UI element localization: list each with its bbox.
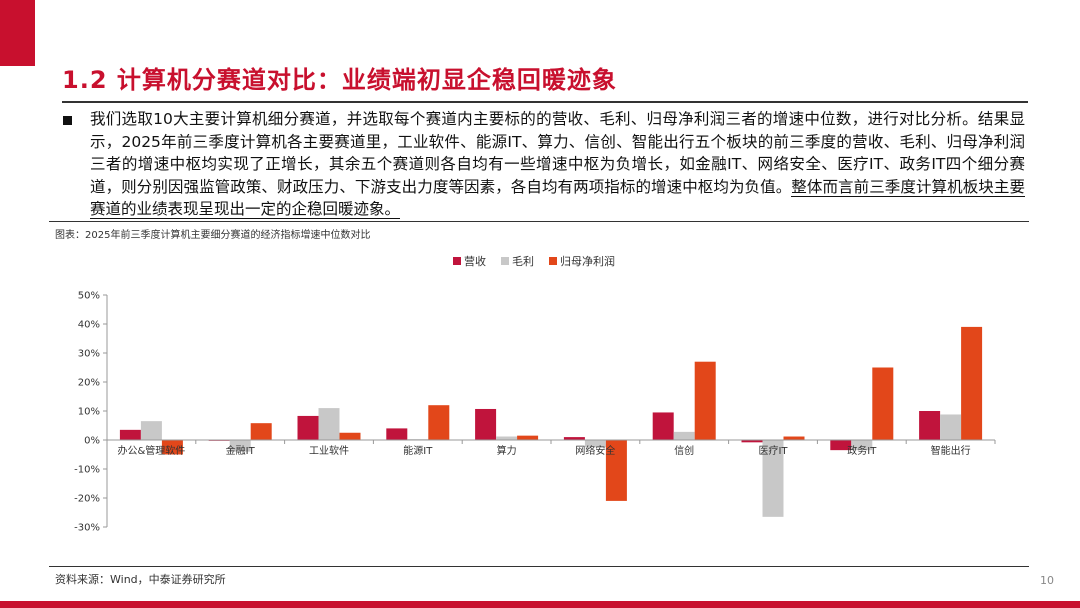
x-tick-label: 能源IT xyxy=(403,444,433,457)
bar-营收 xyxy=(652,412,674,440)
body-paragraph: 我们选取10大主要计算机细分赛道，并选取每个赛道内主要标的的营收、毛利、归母净利… xyxy=(90,108,1025,221)
bar-营收 xyxy=(386,428,408,440)
bar-chart: -30% -20% -10% 0% 10% 20% 30% 40% 50% 办公&管理软件 金融IT… xyxy=(74,254,996,534)
bar-营收 xyxy=(563,437,585,440)
x-tick-label: 网络安全 xyxy=(575,444,615,457)
slide-title: 1.2 计算机分赛道对比：业绩端初显企稳回暖迹象 xyxy=(62,66,617,94)
legend-swatch xyxy=(453,257,461,265)
bar-归母净利润 xyxy=(694,361,716,440)
bar-毛利 xyxy=(140,421,162,440)
corner-accent-bar xyxy=(0,0,35,66)
bar-营收 xyxy=(297,415,319,440)
y-tick-label: 20% xyxy=(78,378,100,389)
legend-label: 营收 xyxy=(464,254,486,268)
x-tick-label: 智能出行 xyxy=(931,444,971,457)
x-tick-label: 金融IT xyxy=(226,444,256,457)
y-tick-label: -10% xyxy=(74,465,100,476)
bar-毛利 xyxy=(762,440,784,517)
legend-label: 毛利 xyxy=(512,255,534,268)
bar-归母净利润 xyxy=(339,432,361,440)
chart-caption: 图表：2025年前三季度计算机主要细分赛道的经济指标增速中位数对比 xyxy=(55,230,371,241)
bar-毛利 xyxy=(673,431,695,440)
legend-label: 归母净利润 xyxy=(560,254,615,268)
y-tick-label: -30% xyxy=(74,523,100,534)
bar-营收 xyxy=(475,408,497,440)
body-paragraph-highlight: 整体而言前三季度计算机板块主要赛道的业绩表现呈现出一定的企稳回暖迹象。 xyxy=(90,177,1025,219)
bar-营收 xyxy=(830,440,852,451)
bar-归母净利润 xyxy=(517,435,539,440)
bar-毛利 xyxy=(584,440,606,448)
bar-归母净利润 xyxy=(961,326,983,440)
source-divider xyxy=(49,566,1029,567)
body-paragraph-plain: 我们选取10大主要计算机细分赛道，并选取每个赛道内主要标的的营收、毛利、归母净利… xyxy=(90,110,1025,196)
source-note: 资料来源：Wind，中泰证券研究所 xyxy=(55,573,226,586)
bar-营收 xyxy=(119,429,141,440)
y-tick-label: -20% xyxy=(74,494,100,505)
bar-归母净利润 xyxy=(783,436,805,440)
y-tick-label: 10% xyxy=(78,407,100,418)
legend-swatch xyxy=(501,257,509,265)
title-divider xyxy=(62,101,1028,103)
x-tick-label: 算力 xyxy=(497,444,517,457)
bar-归母净利润 xyxy=(605,440,627,501)
x-tick-label: 工业软件 xyxy=(309,444,349,457)
bar-毛利 xyxy=(496,436,518,440)
caption-divider xyxy=(49,221,1029,222)
bar-毛利 xyxy=(940,414,962,440)
x-tick-label: 信创 xyxy=(674,444,694,457)
bar-营收 xyxy=(919,411,941,440)
y-tick-label: 40% xyxy=(78,320,100,331)
y-tick-label: 30% xyxy=(78,349,100,360)
bar-营收 xyxy=(741,440,763,443)
bottom-accent-bar xyxy=(0,601,1080,608)
page-number: 10 xyxy=(1040,574,1054,587)
legend-swatch xyxy=(549,257,557,265)
bar-归母净利润 xyxy=(250,423,272,440)
bar-毛利 xyxy=(229,440,251,452)
bar-毛利 xyxy=(318,408,340,440)
bar-归母净利润 xyxy=(428,405,450,440)
bar-归母净利润 xyxy=(872,367,894,440)
bar-毛利 xyxy=(851,440,873,451)
y-tick-label: 0% xyxy=(84,436,100,447)
y-tick-label: 50% xyxy=(78,291,100,302)
x-tick-label: 办公&管理软件 xyxy=(117,444,185,457)
x-tick-label: 医疗IT xyxy=(758,444,788,457)
x-tick-label: 政务IT xyxy=(847,444,877,457)
bullet-square-icon xyxy=(63,116,72,125)
bar-归母净利润 xyxy=(161,440,183,455)
